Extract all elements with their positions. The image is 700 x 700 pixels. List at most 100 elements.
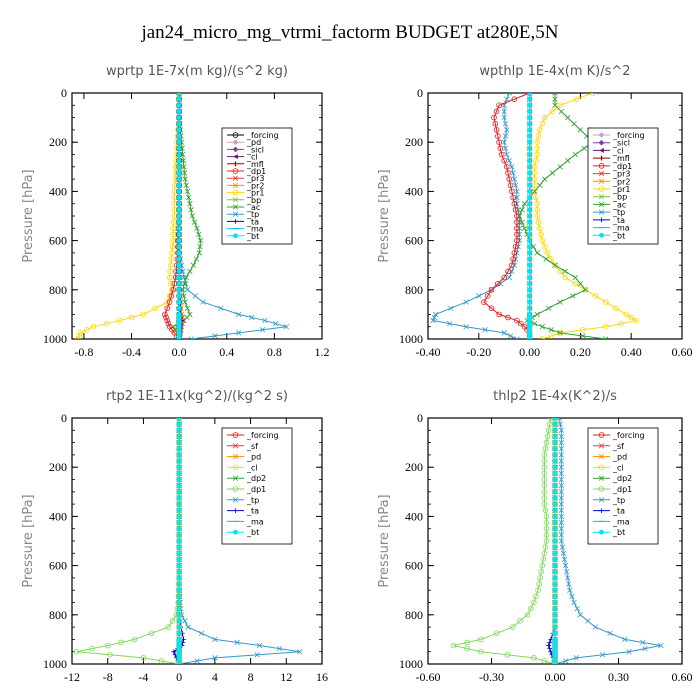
series-marker: [548, 327, 554, 333]
series-marker: [164, 317, 171, 324]
series-marker: [537, 182, 543, 188]
series-marker: [501, 114, 507, 121]
legend: _forcing_sicl_cl_mfl_dp1_pr3_pr2_pr1_bp_…: [587, 127, 659, 245]
series-marker: [548, 333, 554, 339]
series-marker: [478, 648, 484, 655]
series-marker: [552, 569, 558, 575]
series-marker: [542, 544, 549, 550]
series-marker: [571, 599, 577, 606]
series-marker: [623, 311, 629, 318]
series-marker: [552, 102, 558, 108]
legend-label: _pr2: [612, 177, 630, 186]
y-tick-label: 0: [61, 411, 67, 425]
legend-label: _cl: [612, 146, 624, 155]
series-marker: [543, 439, 550, 446]
series-marker: [527, 207, 532, 213]
series-marker: [501, 108, 507, 115]
series-marker: [542, 176, 548, 182]
series-marker: [176, 452, 182, 458]
series-marker: [165, 624, 172, 630]
legend-marker: [598, 464, 605, 471]
series-marker: [176, 139, 182, 145]
series-marker: [212, 636, 218, 643]
series-marker: [512, 243, 519, 250]
series-marker: [507, 182, 514, 189]
series-marker: [478, 636, 484, 643]
series-marker: [501, 330, 507, 336]
series-marker: [539, 562, 546, 569]
y-tick-label: 200: [405, 460, 423, 474]
series-marker: [510, 170, 516, 176]
y-tick-label: 400: [49, 509, 67, 523]
series-marker: [552, 532, 558, 538]
series-marker: [185, 194, 192, 201]
series-marker: [506, 157, 512, 164]
series-marker: [188, 207, 194, 213]
series-marker: [431, 314, 438, 321]
series-marker: [558, 427, 565, 433]
series-marker: [448, 305, 454, 311]
legend-label: _sicl: [612, 139, 630, 148]
series-marker: [558, 446, 565, 452]
series-marker: [506, 274, 512, 281]
series-marker: [183, 182, 189, 188]
legend-label: _bt: [612, 231, 625, 240]
series-marker: [541, 501, 548, 507]
series-marker: [107, 651, 113, 658]
legend-marker: [232, 464, 239, 471]
series-marker: [90, 323, 97, 330]
series-marker: [481, 299, 487, 305]
series-marker: [622, 636, 628, 643]
series-marker: [552, 520, 558, 525]
series-marker: [577, 280, 584, 287]
series-marker: [176, 464, 182, 470]
series-marker: [511, 96, 518, 102]
series-marker: [514, 213, 520, 219]
series-marker: [170, 231, 176, 238]
series-marker: [272, 320, 279, 327]
series-marker: [552, 514, 558, 519]
series-marker: [558, 458, 565, 464]
y-tick-label: 0: [417, 411, 423, 425]
series-marker: [168, 256, 175, 262]
series-group: [450, 418, 664, 664]
legend-label: _dp2: [612, 474, 632, 483]
panel-title: thlp2 1E-4x(K^2)/s: [493, 389, 617, 404]
series-marker: [180, 157, 186, 164]
legend-marker: [232, 168, 239, 174]
series-marker: [521, 225, 528, 231]
legend-marker: [598, 443, 605, 449]
series-marker: [176, 569, 182, 575]
y-tick-label: 800: [49, 283, 67, 297]
series-marker: [75, 336, 81, 339]
series-marker: [544, 250, 551, 256]
series-marker: [168, 293, 175, 299]
legend-marker: [598, 209, 605, 215]
series-marker: [544, 433, 551, 440]
series-marker: [512, 182, 519, 188]
series-marker: [552, 581, 558, 587]
series-marker: [552, 483, 558, 489]
series-marker: [573, 655, 579, 661]
legend-label: _bt: [246, 232, 259, 241]
series-marker: [181, 280, 188, 287]
series-marker: [533, 593, 539, 600]
series-marker: [527, 182, 532, 188]
series-marker: [430, 317, 436, 324]
series-marker: [505, 314, 511, 321]
series-marker: [563, 569, 570, 575]
x-tick-label: -12: [64, 670, 80, 684]
series-marker: [514, 231, 520, 238]
series-marker: [492, 120, 499, 127]
series-marker: [176, 495, 182, 501]
series-marker: [552, 661, 558, 664]
series-marker: [521, 201, 528, 207]
series-marker: [484, 293, 491, 299]
y-axis-label: Pressure [hPa]: [21, 169, 36, 262]
series-marker: [495, 133, 501, 139]
series-marker: [552, 575, 558, 581]
series-marker: [192, 293, 198, 299]
series-marker: [558, 501, 565, 507]
series-marker: [506, 176, 513, 182]
series-marker: [176, 164, 182, 170]
